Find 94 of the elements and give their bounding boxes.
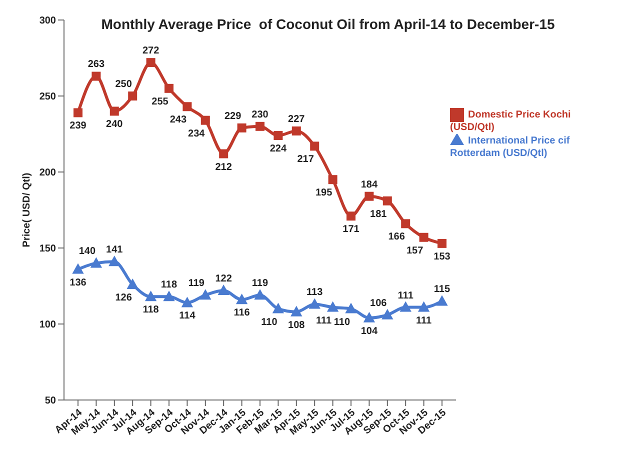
point <box>327 302 338 312</box>
data-label: 111 <box>398 290 414 302</box>
point <box>364 192 374 201</box>
point <box>272 303 284 314</box>
data-label: 263 <box>88 59 105 70</box>
data-label: 240 <box>106 119 124 130</box>
data-label: 118 <box>160 280 178 291</box>
legend-label: International Price cif Rotterdam (USD/Qtl) <box>450 136 570 159</box>
point <box>254 290 266 300</box>
point <box>438 238 446 248</box>
data-label: 118 <box>142 304 160 316</box>
legend-label: Domestic Price Kochi (USD/Qtl) <box>450 110 571 133</box>
point <box>146 58 156 68</box>
point <box>128 92 138 100</box>
data-label: 212 <box>215 162 232 173</box>
data-label: 104 <box>360 326 378 337</box>
point <box>90 258 102 268</box>
data-label: 116 <box>234 308 250 319</box>
data-label: 119 <box>188 278 205 290</box>
data-label: 122 <box>215 274 232 285</box>
data-label: 153 <box>434 251 451 262</box>
data-label: 229 <box>224 110 242 122</box>
data-label: 119 <box>252 278 268 290</box>
data-label: 250 <box>115 79 132 90</box>
data-label: 171 <box>342 224 360 236</box>
data-label: 181 <box>370 208 388 220</box>
y-tick-label: 50 <box>44 396 56 407</box>
point <box>364 312 375 322</box>
point <box>110 106 119 116</box>
point <box>256 122 264 131</box>
data-label: 243 <box>170 114 187 126</box>
point <box>346 212 356 221</box>
data-label: 108 <box>288 320 306 331</box>
y-tick-label: 300 <box>39 16 56 27</box>
data-label: 224 <box>270 144 287 155</box>
y-tick-label: 200 <box>39 168 56 179</box>
data-label: 114 <box>179 310 196 322</box>
data-label: 106 <box>370 298 388 309</box>
point <box>108 256 120 266</box>
chart-title: Monthly Average Price of Coconut Oil from April-14 to December-15 <box>100 16 556 32</box>
point <box>182 102 192 112</box>
data-label: 110 <box>261 316 278 328</box>
data-label: 217 <box>297 154 314 166</box>
point <box>382 196 392 206</box>
y-tick-label: 150 <box>39 244 56 255</box>
point <box>145 291 156 302</box>
point <box>419 232 428 242</box>
point <box>127 278 138 289</box>
point <box>418 302 430 312</box>
data-label: 111 <box>316 315 332 326</box>
data-label: 227 <box>288 114 306 125</box>
point <box>401 219 410 228</box>
data-label: 113 <box>306 287 324 298</box>
point <box>436 296 448 306</box>
point <box>200 116 210 125</box>
point <box>346 303 356 314</box>
data-label: 136 <box>70 277 87 288</box>
point <box>218 285 230 296</box>
data-label: 184 <box>360 179 378 190</box>
y-axis-title: Price( USD/ Qtl) <box>22 172 33 248</box>
data-label: 111 <box>416 315 432 326</box>
point <box>182 297 193 308</box>
point <box>164 291 174 302</box>
data-label: 141 <box>106 244 124 256</box>
y-tick-label: 250 <box>39 92 56 103</box>
data-label: 239 <box>70 120 87 132</box>
data-label: 110 <box>334 316 350 328</box>
point <box>400 302 412 312</box>
data-label: 166 <box>388 232 406 243</box>
data-label: 126 <box>115 292 132 304</box>
point <box>290 306 302 316</box>
data-label: 140 <box>78 246 96 258</box>
point <box>164 84 174 93</box>
point <box>292 126 301 136</box>
point <box>274 131 283 140</box>
point <box>382 309 393 320</box>
point <box>237 123 246 132</box>
data-label: 157 <box>406 245 424 256</box>
data-label: 230 <box>252 109 269 120</box>
y-tick-label: 100 <box>39 320 56 331</box>
point <box>92 72 101 81</box>
point <box>200 290 211 300</box>
point <box>309 298 320 309</box>
data-label: 234 <box>188 128 206 140</box>
data-label: 255 <box>152 96 169 108</box>
data-label: 272 <box>142 46 160 57</box>
point <box>74 108 82 118</box>
point <box>310 142 320 151</box>
point <box>219 149 228 158</box>
point <box>236 294 248 304</box>
data-label: 195 <box>315 188 333 199</box>
point <box>328 175 338 184</box>
data-label: 115 <box>434 284 450 296</box>
point <box>72 264 84 274</box>
